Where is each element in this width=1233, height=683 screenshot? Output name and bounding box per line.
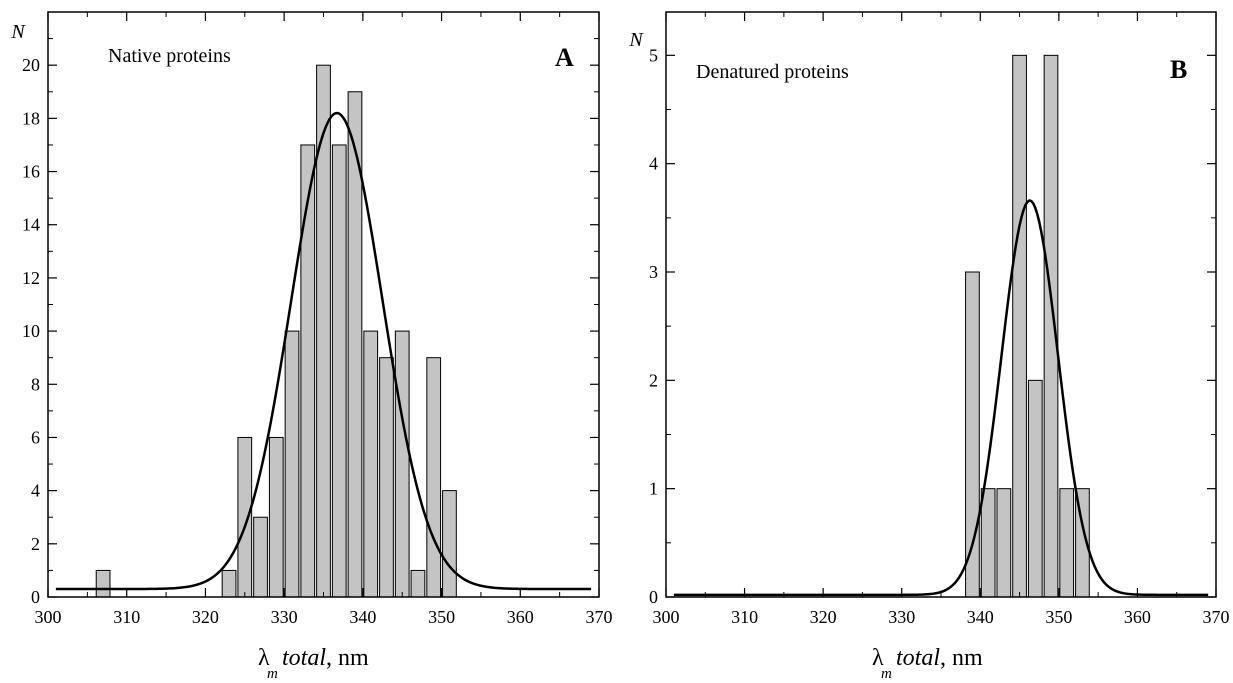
histogram-bar [300, 144, 316, 598]
x-tick-label: 340 [967, 607, 994, 627]
y-tick-label: 10 [22, 321, 40, 341]
x-axis-label-symbol: λ [258, 645, 270, 671]
y-tick-label: 0 [649, 587, 658, 607]
x-axis-label-text: total, nm [896, 645, 983, 671]
x-tick-label: 350 [428, 607, 455, 627]
y-tick-label: 12 [22, 268, 40, 288]
histogram-bar [237, 436, 253, 598]
histogram-bar [268, 436, 284, 598]
x-tick-label: 320 [810, 607, 837, 627]
y-tick-label: 3 [649, 262, 658, 282]
x-tick-label: 330 [271, 607, 298, 627]
x-axis-label-unit: , nm [326, 645, 369, 671]
x-tick-label: 360 [507, 607, 534, 627]
y-axis-label: N [628, 29, 644, 51]
plot-frame [665, 11, 1217, 598]
histogram-bar [221, 569, 237, 598]
histogram-bar [1027, 379, 1043, 598]
x-axis-label-symbol: λ [872, 645, 884, 671]
y-tick-label: 4 [31, 481, 40, 501]
y-tick-label: 16 [22, 162, 40, 182]
y-tick-label: 0 [31, 587, 40, 607]
x-tick-label: 310 [731, 607, 758, 627]
x-tick-label: 300 [35, 607, 62, 627]
y-tick-label: 1 [649, 479, 658, 499]
x-tick-label: 370 [1203, 607, 1230, 627]
histogram-bar [363, 330, 379, 598]
histogram-bar [1012, 54, 1027, 598]
panel-letter: A [555, 43, 574, 72]
panel-letter: B [1170, 55, 1187, 84]
y-tick-label: 2 [31, 534, 40, 554]
histogram-bar [980, 488, 996, 598]
x-axis-label-subscript: m [267, 666, 278, 682]
histogram-bar [996, 488, 1012, 598]
panel-title: Denatured proteins [696, 61, 849, 83]
x-tick-label: 320 [192, 607, 219, 627]
panel-b: 300 310 320 330 340 350 360 370 0 1 2 3 4 5 Denatured … [628, 11, 1230, 682]
x-tick-label: 300 [653, 607, 680, 627]
panel-a: 300 310 320 330 340 350 360 370 0 2 4 6 8 10 12 14 16 18 2… [10, 11, 613, 682]
histogram-bar [394, 330, 410, 598]
y-axis-label: N [10, 21, 26, 43]
histogram-bar [410, 569, 426, 598]
histogram-bar [442, 490, 457, 598]
x-tick-label: 340 [349, 607, 376, 627]
histogram-bar [1059, 488, 1075, 598]
histogram-bar [426, 357, 442, 598]
x-axis-label-italic: total [282, 645, 326, 671]
fit-curve [55, 111, 592, 591]
x-axis-label-italic: total [896, 645, 940, 671]
histogram-bar [331, 144, 347, 598]
fit-curve [673, 199, 1209, 597]
histogram-bar [253, 516, 268, 598]
y-tick-label: 14 [22, 215, 40, 235]
x-axis-label-text: total, nm [282, 645, 369, 671]
x-tick-label: 330 [888, 607, 915, 627]
x-tick-label: 310 [113, 607, 140, 627]
y-tick-label: 6 [31, 427, 40, 447]
x-tick-label: 350 [1045, 607, 1072, 627]
y-tick-label: 18 [22, 108, 40, 128]
y-tick-label: 4 [649, 154, 658, 174]
y-tick-label: 8 [31, 374, 40, 394]
histogram-bar [95, 569, 111, 598]
x-axis-label-subscript: m [881, 666, 892, 682]
x-tick-label: 360 [1124, 607, 1151, 627]
x-tick-label: 370 [586, 607, 613, 627]
x-axis-label-unit: , nm [940, 645, 983, 671]
y-tick-label: 2 [649, 370, 658, 390]
y-tick-label: 5 [649, 45, 658, 65]
histogram-bar [284, 330, 300, 598]
panel-title: Native proteins [108, 45, 231, 67]
histogram-bar [379, 357, 394, 598]
y-tick-label: 20 [22, 55, 40, 75]
